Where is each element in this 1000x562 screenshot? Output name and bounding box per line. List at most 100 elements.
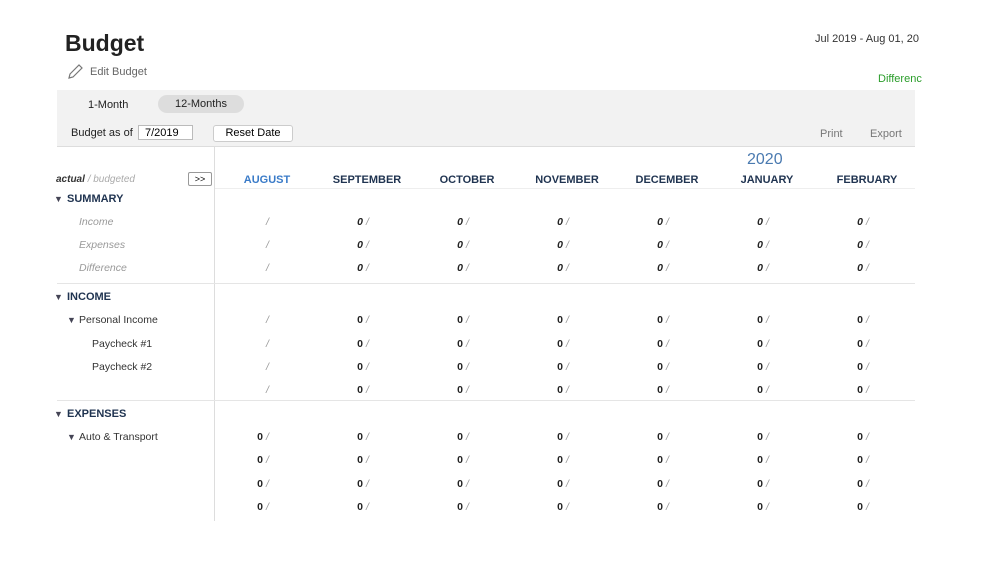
separator: / xyxy=(266,431,269,443)
separator: / xyxy=(566,431,569,443)
separator: / xyxy=(866,384,869,396)
actual-value: 0 xyxy=(857,501,863,513)
page-title: Budget xyxy=(65,30,145,56)
separator: / xyxy=(366,338,369,350)
actual-value: 0 xyxy=(757,478,763,490)
row-label: Paycheck #2 xyxy=(92,361,153,373)
actual-value: 0 xyxy=(357,384,363,396)
export-button[interactable]: Export xyxy=(870,128,902,140)
actual-value: 0 xyxy=(857,361,863,373)
separator: / xyxy=(866,431,869,443)
year: 2020 xyxy=(747,151,783,168)
actual-value: 0 xyxy=(357,454,363,466)
separator: / xyxy=(666,478,669,490)
separator: / xyxy=(266,314,269,326)
separator: / xyxy=(666,314,669,326)
date-input[interactable]: 7/2019 xyxy=(138,125,193,140)
separator: / xyxy=(366,478,369,490)
separator: / xyxy=(766,384,769,396)
actual-value: 0 xyxy=(557,239,563,251)
separator: / xyxy=(666,239,669,251)
separator: / xyxy=(766,338,769,350)
separator: / xyxy=(266,338,269,350)
separator: / xyxy=(566,501,569,513)
section-header: EXPENSES xyxy=(67,408,127,420)
actual-value: 0 xyxy=(657,361,663,373)
legend-actual: actual xyxy=(56,174,85,185)
actual-value: 0 xyxy=(357,262,363,274)
separator: / xyxy=(466,262,469,274)
actual-value: 0 xyxy=(657,384,663,396)
separator: / xyxy=(566,314,569,326)
actual-value: 0 xyxy=(457,361,463,373)
actual-value: 0 xyxy=(557,454,563,466)
actual-value: 0 xyxy=(557,338,563,350)
actual-value: 0 xyxy=(557,384,563,396)
actual-value: 0 xyxy=(457,314,463,326)
month-header: OCTOBER xyxy=(439,174,495,186)
actual-value: 0 xyxy=(457,262,463,274)
separator: / xyxy=(366,314,369,326)
row-arrow[interactable]: ▼ xyxy=(67,315,76,325)
separator: / xyxy=(766,454,769,466)
separator: / xyxy=(766,314,769,326)
actual-value: 0 xyxy=(257,431,263,443)
print-button[interactable]: Print xyxy=(820,128,843,140)
actual-value: 0 xyxy=(757,262,763,274)
separator: / xyxy=(666,501,669,513)
section-rule xyxy=(57,283,915,284)
pencil-icon[interactable] xyxy=(66,63,84,81)
actual-value: 0 xyxy=(557,478,563,490)
month-header: AUGUST xyxy=(243,174,291,186)
actual-value: 0 xyxy=(857,478,863,490)
actual-value: 0 xyxy=(857,384,863,396)
row-label: Difference xyxy=(79,262,127,274)
actual-value: 0 xyxy=(357,338,363,350)
separator: / xyxy=(566,239,569,251)
separator: / xyxy=(766,262,769,274)
separator: / xyxy=(766,361,769,373)
section-rule xyxy=(57,400,915,401)
separator: / xyxy=(566,338,569,350)
actual-value: 0 xyxy=(357,431,363,443)
reset-button[interactable]: Reset Date xyxy=(213,125,293,142)
separator: / xyxy=(466,314,469,326)
actual-value: 0 xyxy=(457,338,463,350)
actual-value: 0 xyxy=(757,314,763,326)
separator: / xyxy=(566,216,569,228)
separator: / xyxy=(566,454,569,466)
actual-value: 0 xyxy=(357,478,363,490)
separator: / xyxy=(266,216,269,228)
edit-budget[interactable]: Edit Budget xyxy=(90,66,147,78)
separator: / xyxy=(266,454,269,466)
separator: / xyxy=(366,454,369,466)
actual-value: 0 xyxy=(557,361,563,373)
separator: / xyxy=(466,338,469,350)
actual-value: 0 xyxy=(457,454,463,466)
actual-value: 0 xyxy=(457,216,463,228)
separator: / xyxy=(866,454,869,466)
date-range: Jul 2019 - Aug 01, 20 xyxy=(815,33,919,45)
actual-value: 0 xyxy=(457,478,463,490)
separator: / xyxy=(566,478,569,490)
separator: / xyxy=(366,501,369,513)
actual-value: 0 xyxy=(657,501,663,513)
separator: / xyxy=(766,431,769,443)
actual-value: 0 xyxy=(357,361,363,373)
header-rule xyxy=(215,188,915,189)
section-header: INCOME xyxy=(67,291,111,303)
separator: / xyxy=(666,454,669,466)
tab[interactable]: 1-Month xyxy=(88,99,129,111)
separator: / xyxy=(466,431,469,443)
actual-value: 0 xyxy=(457,431,463,443)
separator: / xyxy=(866,338,869,350)
separator: / xyxy=(266,478,269,490)
expand-button[interactable]: >> xyxy=(188,172,212,186)
separator: / xyxy=(366,384,369,396)
separator: / xyxy=(866,501,869,513)
row-arrow[interactable]: ▼ xyxy=(67,432,76,442)
separator: / xyxy=(666,338,669,350)
tab-active[interactable]: 12-Months xyxy=(158,95,244,113)
separator: / xyxy=(266,384,269,396)
actual-value: 0 xyxy=(357,216,363,228)
